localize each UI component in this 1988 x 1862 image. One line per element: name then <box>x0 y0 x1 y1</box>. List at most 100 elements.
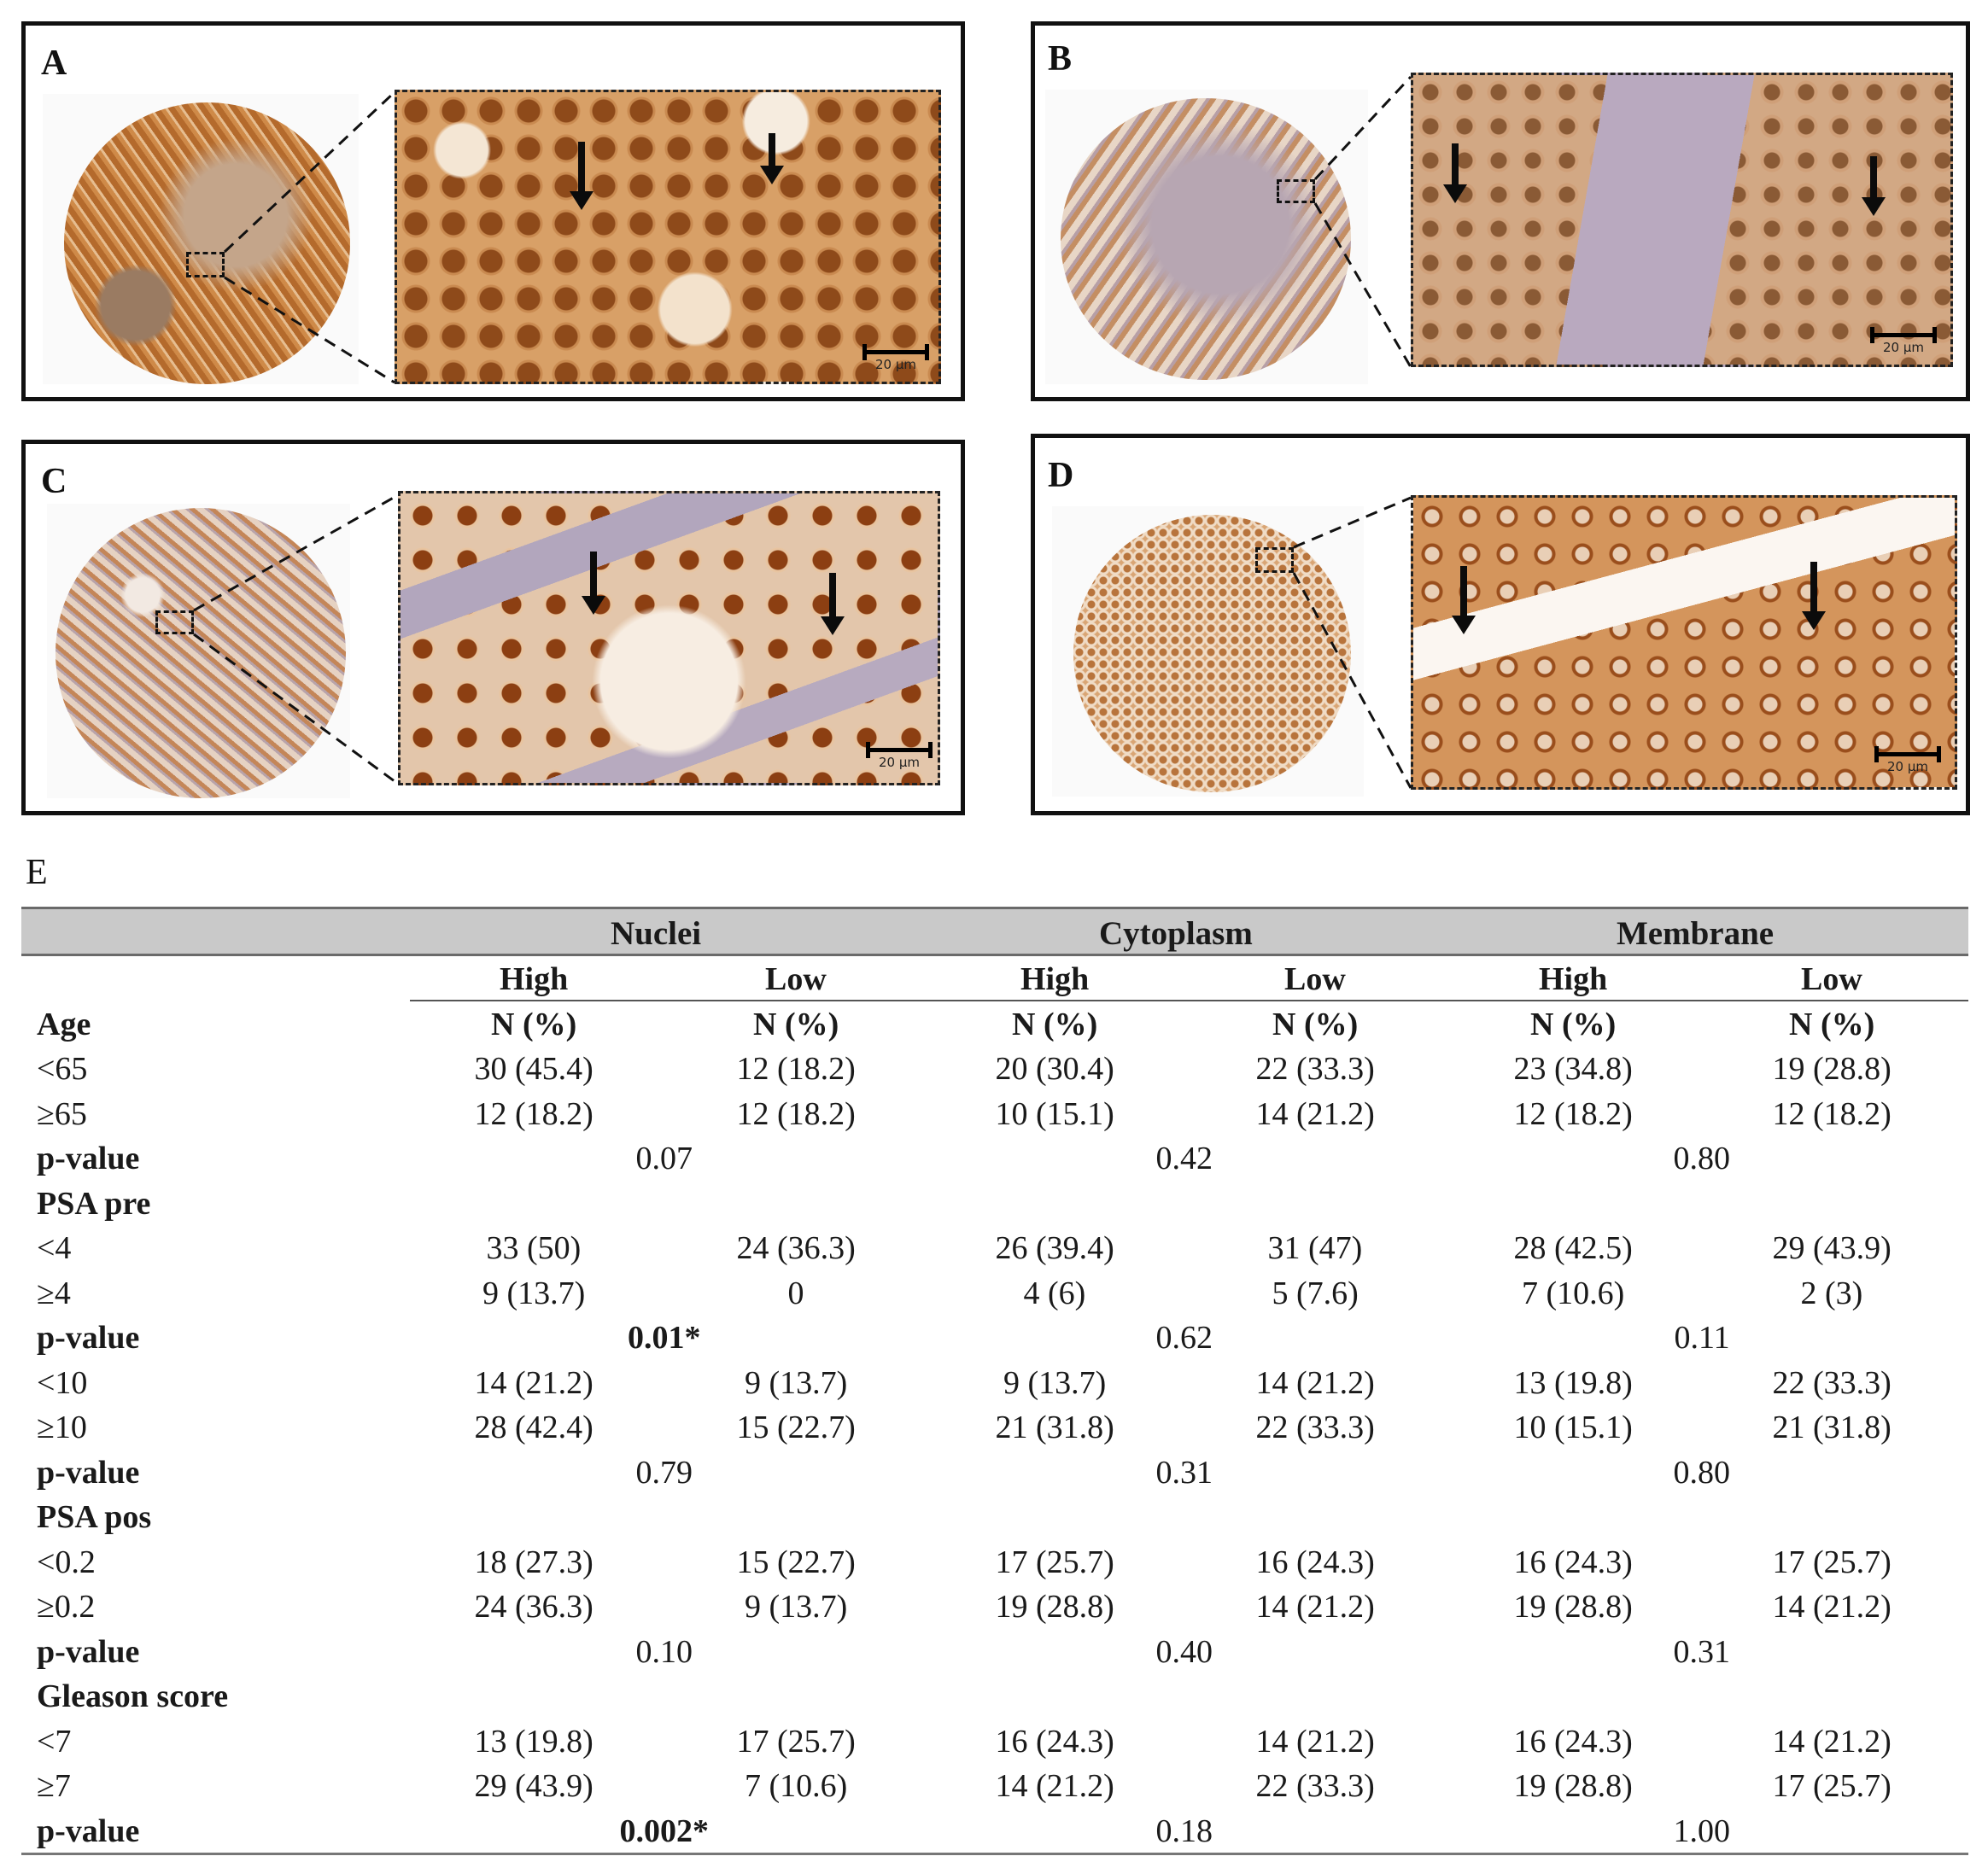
table-cell: 17 (25.7) <box>736 1723 856 1760</box>
row-label: ≥0.2 <box>37 1589 96 1625</box>
table-cell: 7 (10.6) <box>1522 1275 1625 1311</box>
zoom-connector-lines <box>1313 75 1412 368</box>
table-cell: N (%) <box>491 1006 577 1042</box>
table-cell: 12 (18.2) <box>474 1095 593 1132</box>
table-row: ≥7 29 (43.9) 7 (10.6) 14 (21.2) 22 (33.3) 19 … <box>21 1763 1968 1808</box>
table-cell: 15 (22.7) <box>736 1544 856 1580</box>
panel-letter: C <box>41 462 67 501</box>
row-label: Gleason score <box>37 1678 229 1714</box>
table-row: <65 30 (45.4) 12 (18.2) 20 (30.4) 22 (33.3) 2… <box>21 1046 1968 1091</box>
subheader-low: Low <box>1284 961 1346 997</box>
panel-letter: E <box>26 853 48 892</box>
table-bottom-rule <box>21 1853 1968 1855</box>
scale-bar: 20 µm <box>1874 746 1941 774</box>
arrow-icon <box>1802 562 1826 630</box>
table-cell: 33 (50) <box>486 1230 582 1266</box>
table-cell: 17 (25.7) <box>1772 1544 1892 1580</box>
row-label: ≥4 <box>37 1275 71 1311</box>
zoom-connector-lines <box>223 90 396 384</box>
row-label: p-value <box>37 1812 140 1849</box>
table-cell: 19 (28.8) <box>1513 1768 1633 1804</box>
p-value-cell: 0.62 <box>1155 1320 1213 1356</box>
magnified-image: 20 µm <box>398 491 940 785</box>
table-cell: 16 (24.3) <box>1513 1723 1633 1760</box>
p-value-cell: 0.40 <box>1155 1633 1213 1670</box>
table-cell: 26 (39.4) <box>995 1230 1114 1266</box>
tissue-core-image <box>1073 515 1351 792</box>
table-cell: 14 (21.2) <box>1772 1589 1892 1625</box>
zoom-connector-lines <box>1292 496 1412 789</box>
table-row: ≥4 9 (13.7) 0 4 (6) 5 (7.6) 7 (10.6) 2 (3) <box>21 1270 1968 1316</box>
p-value-cell: 1.00 <box>1673 1812 1731 1849</box>
arrow-icon <box>1443 143 1467 203</box>
table-cell: 9 (13.7) <box>745 1589 848 1625</box>
table-cell: 14 (21.2) <box>1255 1095 1375 1132</box>
row-label: ≥65 <box>37 1095 87 1132</box>
tissue-core-image <box>64 102 350 384</box>
row-label: Age <box>37 1006 91 1042</box>
magnified-image: 20 µm <box>395 90 941 384</box>
region-of-interest-box <box>1255 547 1294 573</box>
table-cell: 24 (36.3) <box>736 1230 856 1266</box>
p-value-cell: 0.80 <box>1673 1454 1731 1491</box>
table-cell: 10 (15.1) <box>995 1095 1114 1132</box>
region-of-interest-box <box>186 252 225 277</box>
section-row: Gleason score <box>21 1673 1968 1719</box>
table-cell: 9 (13.7) <box>482 1275 586 1311</box>
row-label: <65 <box>37 1051 88 1087</box>
table-cell: 12 (18.2) <box>1772 1095 1892 1132</box>
table-row: <4 33 (50) 24 (36.3) 26 (39.4) 31 (47) 28 (42… <box>21 1225 1968 1270</box>
statistics-table: Nuclei Cytoplasm Membrane High Low High Low… <box>21 907 1968 1855</box>
table-cell: 0 <box>787 1275 804 1311</box>
table-cell: N (%) <box>1530 1006 1617 1042</box>
table-cell: 12 (18.2) <box>1513 1095 1633 1132</box>
table-cell: 21 (31.8) <box>995 1410 1114 1445</box>
panel-letter: D <box>1048 456 1074 495</box>
table-cell: 20 (30.4) <box>995 1051 1114 1087</box>
group-header-nuclei: Nuclei <box>611 915 702 952</box>
table-cell: 14 (21.2) <box>1255 1723 1375 1760</box>
table-cell: 30 (45.4) <box>474 1051 593 1087</box>
table-cell: 18 (27.3) <box>474 1544 593 1580</box>
row-label: p-value <box>37 1633 140 1670</box>
table-cell: 17 (25.7) <box>1772 1768 1892 1804</box>
panel-d: D 20 µm <box>1031 434 1970 815</box>
table-cell: 22 (33.3) <box>1255 1768 1375 1804</box>
row-label: PSA pos <box>37 1499 152 1535</box>
section-row: Age N (%) N (%) N (%) N (%) N (%) N (%) <box>21 1001 1968 1047</box>
region-of-interest-box <box>1277 179 1315 203</box>
table-cell: 16 (24.3) <box>1513 1544 1633 1580</box>
p-value-row: p-value 0.10 0.40 0.31 <box>21 1629 1968 1674</box>
p-value-cell: 0.31 <box>1673 1633 1731 1670</box>
table-row: ≥65 12 (18.2) 12 (18.2) 10 (15.1) 14 (21.2) 1… <box>21 1091 1968 1136</box>
arrow-icon <box>582 552 605 615</box>
p-value-row: p-value 0.01* 0.62 0.11 <box>21 1315 1968 1360</box>
table-cell: 16 (24.3) <box>1255 1544 1375 1580</box>
magnified-image: 20 µm <box>1411 495 1957 790</box>
table-row: <7 13 (19.8) 17 (25.7) 16 (24.3) 14 (21.2) 16… <box>21 1719 1968 1764</box>
table-row: ≥0.2 24 (36.3) 9 (13.7) 19 (28.8) 14 (21.2) 1… <box>21 1584 1968 1629</box>
scale-bar-label: 20 µm <box>1882 340 1924 355</box>
table-cell: 22 (33.3) <box>1255 1051 1375 1087</box>
table-cell: 23 (34.8) <box>1513 1051 1633 1087</box>
table-cell: 31 (47) <box>1267 1230 1363 1266</box>
scale-bar-label: 20 µm <box>1886 759 1928 774</box>
row-label: p-value <box>37 1320 140 1356</box>
row-label: <0.2 <box>37 1544 96 1580</box>
arrow-icon <box>760 133 784 184</box>
row-label: <7 <box>37 1723 72 1760</box>
table-cell: 19 (28.8) <box>1513 1589 1633 1625</box>
table-cell: 10 (15.1) <box>1513 1410 1633 1445</box>
p-value-cell: 0.07 <box>635 1141 693 1176</box>
tissue-core-image <box>1061 98 1351 380</box>
subheader-row: High Low High Low High Low <box>21 956 1968 1001</box>
table-cell: 22 (33.3) <box>1255 1410 1375 1445</box>
p-value-cell: 0.10 <box>635 1633 693 1670</box>
scale-bar: 20 µm <box>1870 327 1937 355</box>
p-value-row: p-value 0.002* 0.18 1.00 <box>21 1808 1968 1853</box>
table-cell: 15 (22.7) <box>736 1410 856 1445</box>
p-value-row: p-value 0.79 0.31 0.80 <box>21 1450 1968 1495</box>
table-cell: 2 (3) <box>1800 1275 1863 1311</box>
p-value-cell: 0.31 <box>1155 1454 1213 1491</box>
p-value-cell: 0.01* <box>628 1320 701 1356</box>
